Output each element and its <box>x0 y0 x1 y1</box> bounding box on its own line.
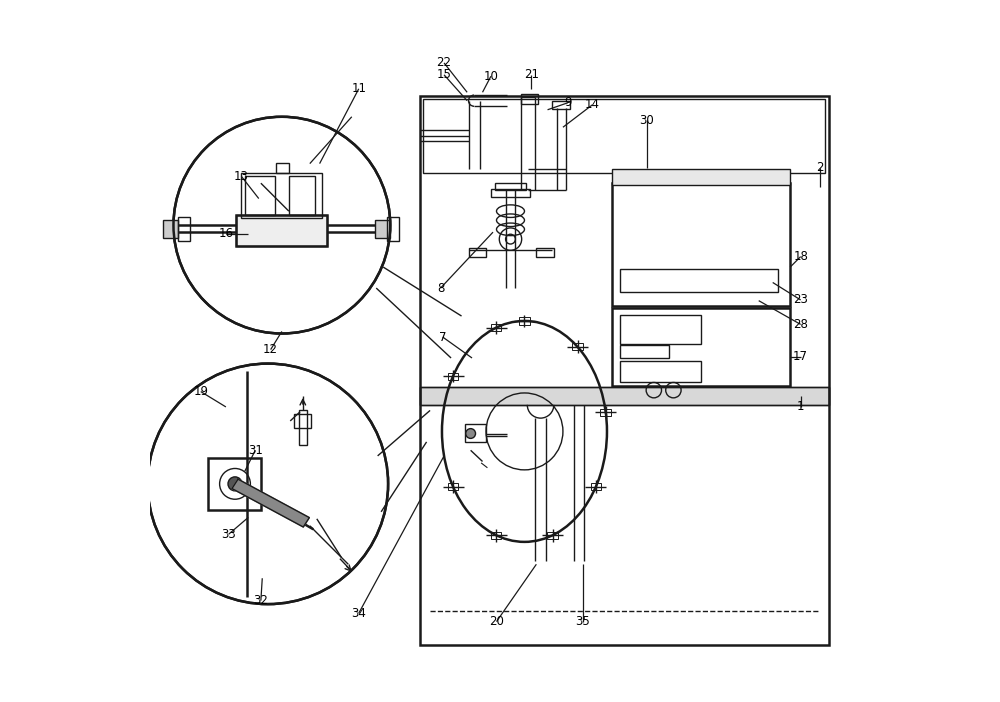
Bar <box>469 249 486 257</box>
Text: 35: 35 <box>575 615 590 628</box>
Bar <box>495 183 526 190</box>
Circle shape <box>173 117 390 333</box>
Text: 23: 23 <box>793 293 808 307</box>
Bar <box>547 531 558 539</box>
Text: 7: 7 <box>439 331 446 343</box>
Text: 31: 31 <box>248 444 263 457</box>
Bar <box>620 314 701 344</box>
Circle shape <box>466 429 476 439</box>
Bar <box>612 307 790 386</box>
Text: 2: 2 <box>816 161 824 174</box>
Bar <box>276 163 289 173</box>
Text: 16: 16 <box>218 227 233 240</box>
Text: 20: 20 <box>489 615 504 628</box>
Bar <box>465 425 486 442</box>
Bar <box>612 169 790 185</box>
Bar <box>521 93 538 104</box>
Circle shape <box>228 477 242 491</box>
Text: 10: 10 <box>483 69 498 83</box>
Text: 15: 15 <box>437 68 451 81</box>
Bar <box>572 343 583 350</box>
Bar <box>620 345 669 358</box>
Bar <box>448 373 458 380</box>
Text: 9: 9 <box>564 96 572 110</box>
Bar <box>208 458 261 510</box>
Bar <box>612 183 790 305</box>
Text: 17: 17 <box>793 350 808 363</box>
Bar <box>299 411 307 445</box>
Bar <box>491 531 501 539</box>
Bar <box>163 220 178 238</box>
Bar <box>294 414 311 428</box>
Bar <box>289 176 315 215</box>
Bar <box>491 189 530 197</box>
Bar <box>387 218 399 241</box>
Text: 21: 21 <box>524 68 539 81</box>
Bar <box>420 388 829 405</box>
Circle shape <box>148 364 388 604</box>
Bar <box>178 218 190 241</box>
Text: 28: 28 <box>793 318 808 331</box>
Bar <box>448 483 458 490</box>
Bar <box>423 99 825 173</box>
Text: 14: 14 <box>585 98 600 112</box>
Text: 33: 33 <box>221 528 236 541</box>
Bar <box>236 215 327 246</box>
Bar <box>600 409 611 416</box>
Bar <box>420 388 829 405</box>
Bar <box>519 317 530 324</box>
Bar <box>236 215 327 246</box>
Text: 8: 8 <box>437 282 444 295</box>
Bar <box>420 95 829 644</box>
Text: 19: 19 <box>193 385 208 398</box>
Text: 18: 18 <box>793 250 808 263</box>
Bar <box>552 100 570 109</box>
Polygon shape <box>232 479 309 527</box>
Text: 34: 34 <box>351 607 366 620</box>
Text: 32: 32 <box>253 594 268 607</box>
Text: 11: 11 <box>351 82 366 95</box>
Bar <box>620 269 778 291</box>
Bar <box>536 249 554 257</box>
Text: 22: 22 <box>437 56 452 69</box>
Text: 13: 13 <box>234 170 249 183</box>
Bar <box>245 176 275 215</box>
Text: 1: 1 <box>797 400 804 413</box>
Bar <box>591 483 601 490</box>
Text: 30: 30 <box>639 114 654 127</box>
Bar <box>375 220 390 238</box>
Text: 12: 12 <box>263 343 278 356</box>
Bar <box>241 173 322 218</box>
Bar <box>620 361 701 382</box>
Bar <box>491 324 501 331</box>
